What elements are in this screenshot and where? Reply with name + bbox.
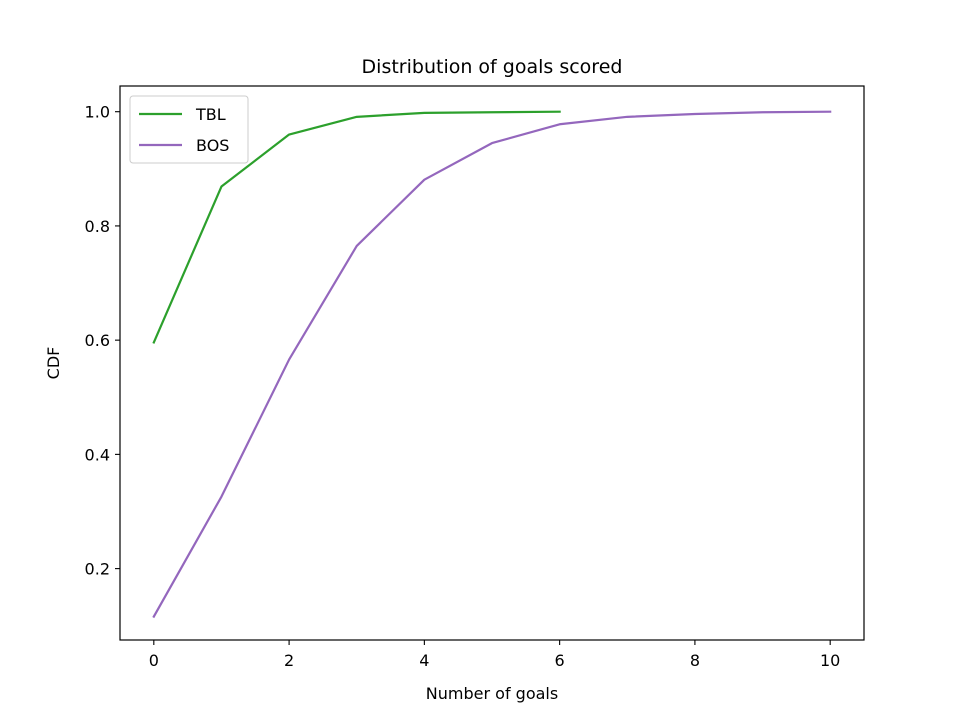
chart-title: Distribution of goals scored [362,56,623,78]
x-tick-label: 8 [690,651,700,670]
series-layer [152,110,832,619]
y-axis-label: CDF [44,347,63,380]
legend-label-tbl: TBL [195,105,226,124]
series-line-bos [152,110,832,619]
x-tick-label: 2 [284,651,294,670]
legend-label-bos: BOS [196,136,229,155]
x-axis-label: Number of goals [426,684,558,703]
legend-box [129,95,249,164]
y-tick-label: 0.8 [85,217,110,236]
y-axis: 0.2 0.4 0.6 0.8 1.0 [85,103,120,579]
y-tick-label: 0.4 [85,445,110,464]
series-line-tbl [152,110,561,344]
x-tick-label: 0 [149,651,159,670]
y-tick-label: 1.0 [85,103,110,122]
x-tick-label: 6 [555,651,565,670]
y-tick-label: 0.6 [85,331,110,350]
legend: TBL BOS [129,95,249,164]
y-tick-label: 0.2 [85,560,110,579]
x-tick-label: 10 [820,651,840,670]
plot-area [120,86,864,640]
x-axis: 0 2 4 6 8 10 [149,640,840,670]
axes-frame [119,85,865,641]
x-tick-label: 4 [419,651,429,670]
